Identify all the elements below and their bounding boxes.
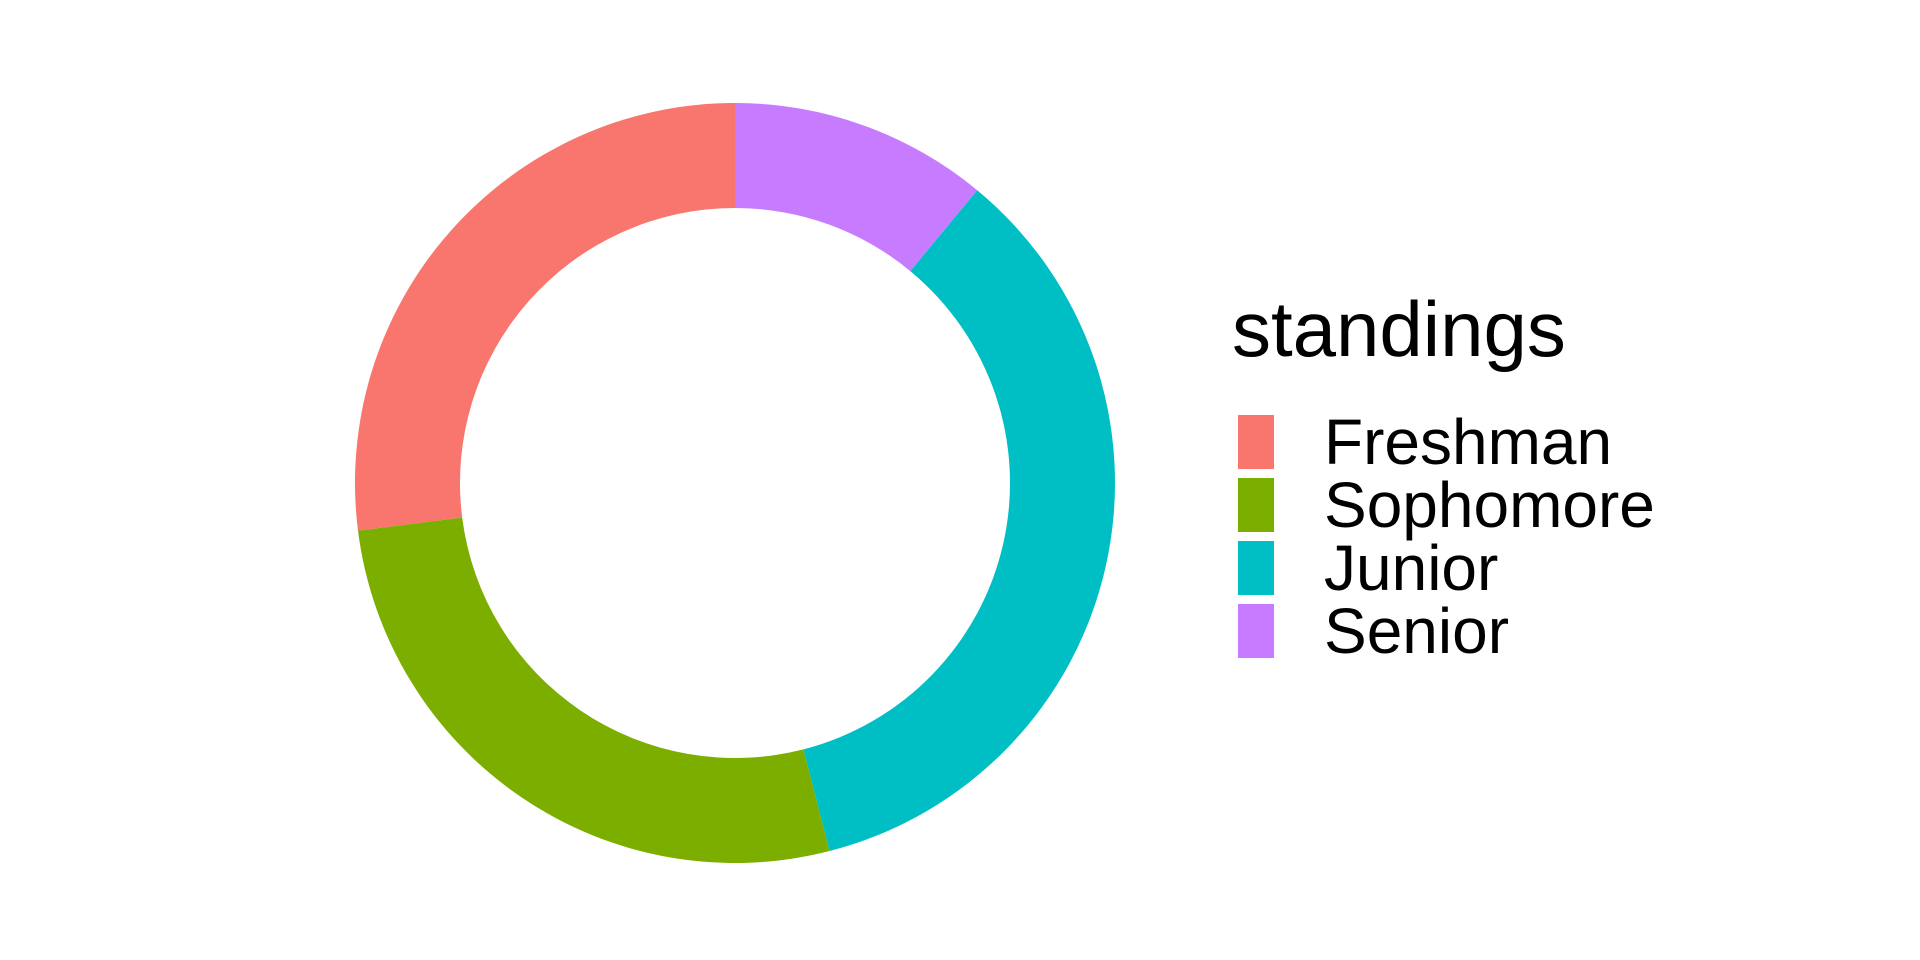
legend-swatch-junior bbox=[1238, 540, 1274, 595]
legend-label-senior: Senior bbox=[1324, 594, 1509, 667]
legend-item-freshman: Freshman bbox=[1230, 405, 1655, 478]
legend-swatch-senior bbox=[1238, 603, 1274, 658]
legend-item-senior: Senior bbox=[1230, 594, 1655, 667]
legend-label-sophomore: Sophomore bbox=[1324, 468, 1655, 541]
legend-label-junior: Junior bbox=[1324, 531, 1499, 604]
slice-sophomore bbox=[357, 517, 830, 863]
legend-item-junior: Junior bbox=[1230, 531, 1655, 604]
slice-junior bbox=[803, 190, 1116, 852]
legend-label-freshman: Freshman bbox=[1324, 405, 1613, 478]
legend-swatch-sophomore bbox=[1238, 477, 1274, 532]
legend-title: standings bbox=[1232, 285, 1566, 373]
donut-slices bbox=[354, 103, 1116, 863]
legend-swatch-freshman bbox=[1238, 414, 1274, 469]
legend-item-sophomore: Sophomore bbox=[1230, 468, 1655, 541]
legend: standings Freshman Sophomore Junior Seni… bbox=[1230, 285, 1655, 667]
slice-senior bbox=[735, 103, 978, 272]
slice-freshman bbox=[354, 103, 735, 531]
